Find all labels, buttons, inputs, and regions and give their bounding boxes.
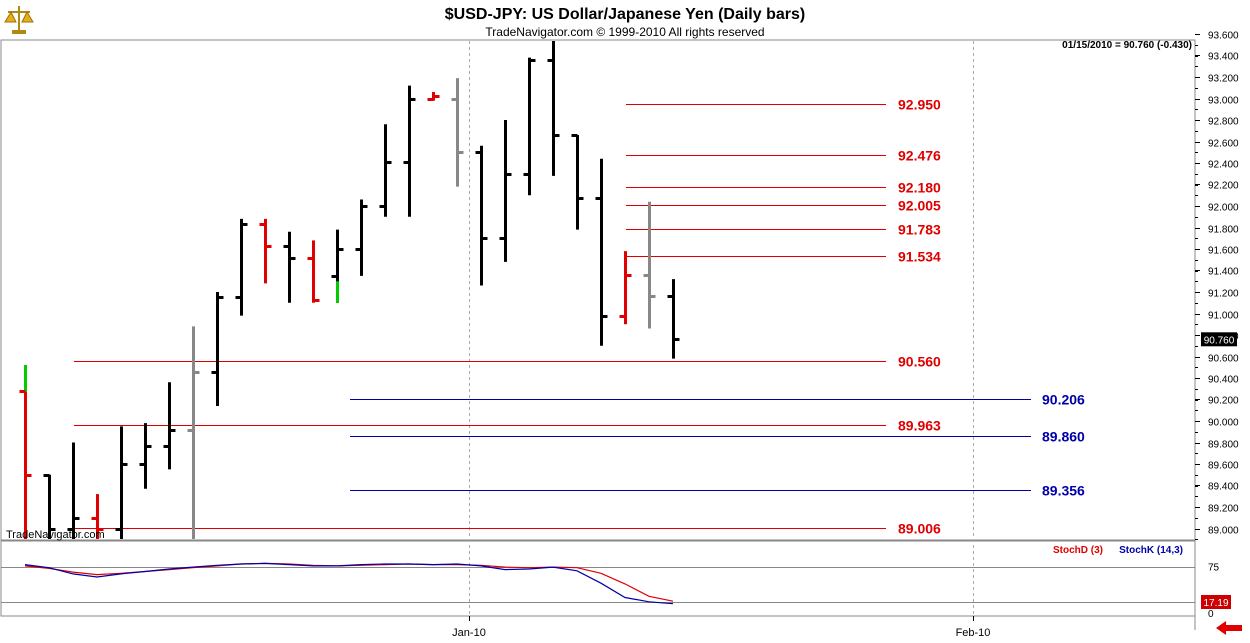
y-tick-label-9: 91.800 (1208, 225, 1239, 236)
y-tick-label-0: 93.600 (1208, 31, 1239, 42)
y-tick-label-21: 89.400 (1208, 482, 1239, 493)
price-bar-22 (547, 41, 560, 176)
y-tick-label-6: 92.400 (1208, 160, 1239, 171)
y-tick-label-12: 91.200 (1208, 289, 1239, 300)
level-label-2: 92.180 (898, 180, 941, 196)
price-panel-frame (0, 39, 1196, 541)
level-label-8: 89.006 (898, 521, 941, 537)
price-bar-27 (667, 279, 680, 359)
y-tick-label-4: 92.800 (1208, 117, 1239, 128)
price-bar-0 (19, 365, 32, 539)
stoch-last-box (1201, 595, 1231, 609)
price-bar-17 (427, 92, 440, 101)
price-bar-15 (379, 124, 392, 217)
price-bar-23 (571, 134, 584, 230)
price-bar-5 (139, 423, 152, 489)
stoch-legend-1: StochK (14,3) (1119, 545, 1183, 556)
y-tick-label-23: 89.000 (1208, 526, 1239, 537)
y-tick-label-2: 93.200 (1208, 74, 1239, 85)
y-tick-label-11: 91.400 (1208, 267, 1239, 278)
price-bar-4 (115, 426, 128, 539)
last-price-label: 90.760 (1204, 335, 1235, 346)
scroll-left-icon[interactable] (1212, 618, 1248, 640)
level-label-1: 92.476 (898, 148, 941, 164)
price-bar-10 (259, 218, 272, 284)
price-bar-7 (187, 326, 200, 539)
price-bar-20 (499, 120, 512, 262)
price-bar-6 (163, 382, 176, 470)
price-bar-25 (619, 251, 632, 325)
price-bar-16 (403, 85, 416, 217)
y-tick-label-13: 91.000 (1208, 311, 1239, 322)
stoch-line-0 (24, 562, 674, 602)
price-bar-21 (523, 57, 536, 196)
price-bar-19 (475, 145, 488, 286)
scales-logo-icon (3, 2, 35, 36)
y-tick-label-5: 92.600 (1208, 139, 1239, 150)
y-tick-label-19: 89.800 (1208, 440, 1239, 451)
watermark: TradeNavigator.com (6, 529, 105, 541)
price-bar-13 (331, 229, 344, 303)
stoch-tick-label-0: 75 (1208, 563, 1220, 574)
level-label-6: 90.560 (898, 354, 941, 370)
price-bar-14 (355, 199, 368, 276)
stoch-last-label: 17.19 (1203, 598, 1228, 609)
price-bar-24 (595, 158, 608, 346)
last-quote: 01/15/2010 = 90.760 (-0.430) (1062, 40, 1192, 51)
y-tick-label-10: 91.600 (1208, 246, 1239, 257)
y-tick-label-16: 90.400 (1208, 375, 1239, 386)
level-label-11: 89.356 (1042, 483, 1085, 499)
price-bar-12 (307, 240, 320, 303)
price-bar-26 (643, 201, 656, 329)
level-label-0: 92.950 (898, 97, 941, 113)
level-label-10: 89.860 (1042, 429, 1085, 445)
y-tick-label-17: 90.200 (1208, 396, 1239, 407)
y-tick-label-18: 90.000 (1208, 418, 1239, 429)
y-tick-label-7: 92.200 (1208, 181, 1239, 192)
price-bar-2 (67, 442, 80, 539)
price-bar-8 (211, 292, 224, 406)
y-tick-label-22: 89.200 (1208, 504, 1239, 515)
chart-title: $USD-JPY: US Dollar/Japanese Yen (Daily … (445, 6, 805, 23)
y-tick-label-20: 89.600 (1208, 461, 1239, 472)
y-tick-label-1: 93.400 (1208, 52, 1239, 63)
level-label-7: 89.963 (898, 418, 941, 434)
stoch-panel-frame (0, 540, 1196, 617)
price-bar-9 (235, 218, 248, 316)
y-tick-label-15: 90.600 (1208, 354, 1239, 365)
price-bar-1 (43, 474, 56, 539)
stoch-legend-0: StochD (3) (1053, 545, 1103, 556)
price-bar-11 (283, 231, 296, 303)
x-tick-label-0: Jan-10 (452, 627, 486, 639)
level-label-3: 92.005 (898, 198, 941, 214)
x-tick-label-1: Feb-10 (956, 627, 991, 639)
price-bar-18 (451, 78, 464, 187)
level-label-9: 90.206 (1042, 392, 1085, 408)
stoch-tick-label-1: 0 (1208, 609, 1214, 620)
level-label-5: 91.534 (898, 249, 941, 265)
copyright-text: TradeNavigator.com © 1999-2010 All right… (485, 25, 764, 39)
level-label-4: 91.783 (898, 222, 941, 238)
y-tick-label-3: 93.000 (1208, 96, 1239, 107)
stoch-line-1 (24, 562, 674, 605)
price-bar-3 (91, 494, 104, 539)
y-tick-label-8: 92.000 (1208, 203, 1239, 214)
last-price-box (1201, 332, 1237, 347)
